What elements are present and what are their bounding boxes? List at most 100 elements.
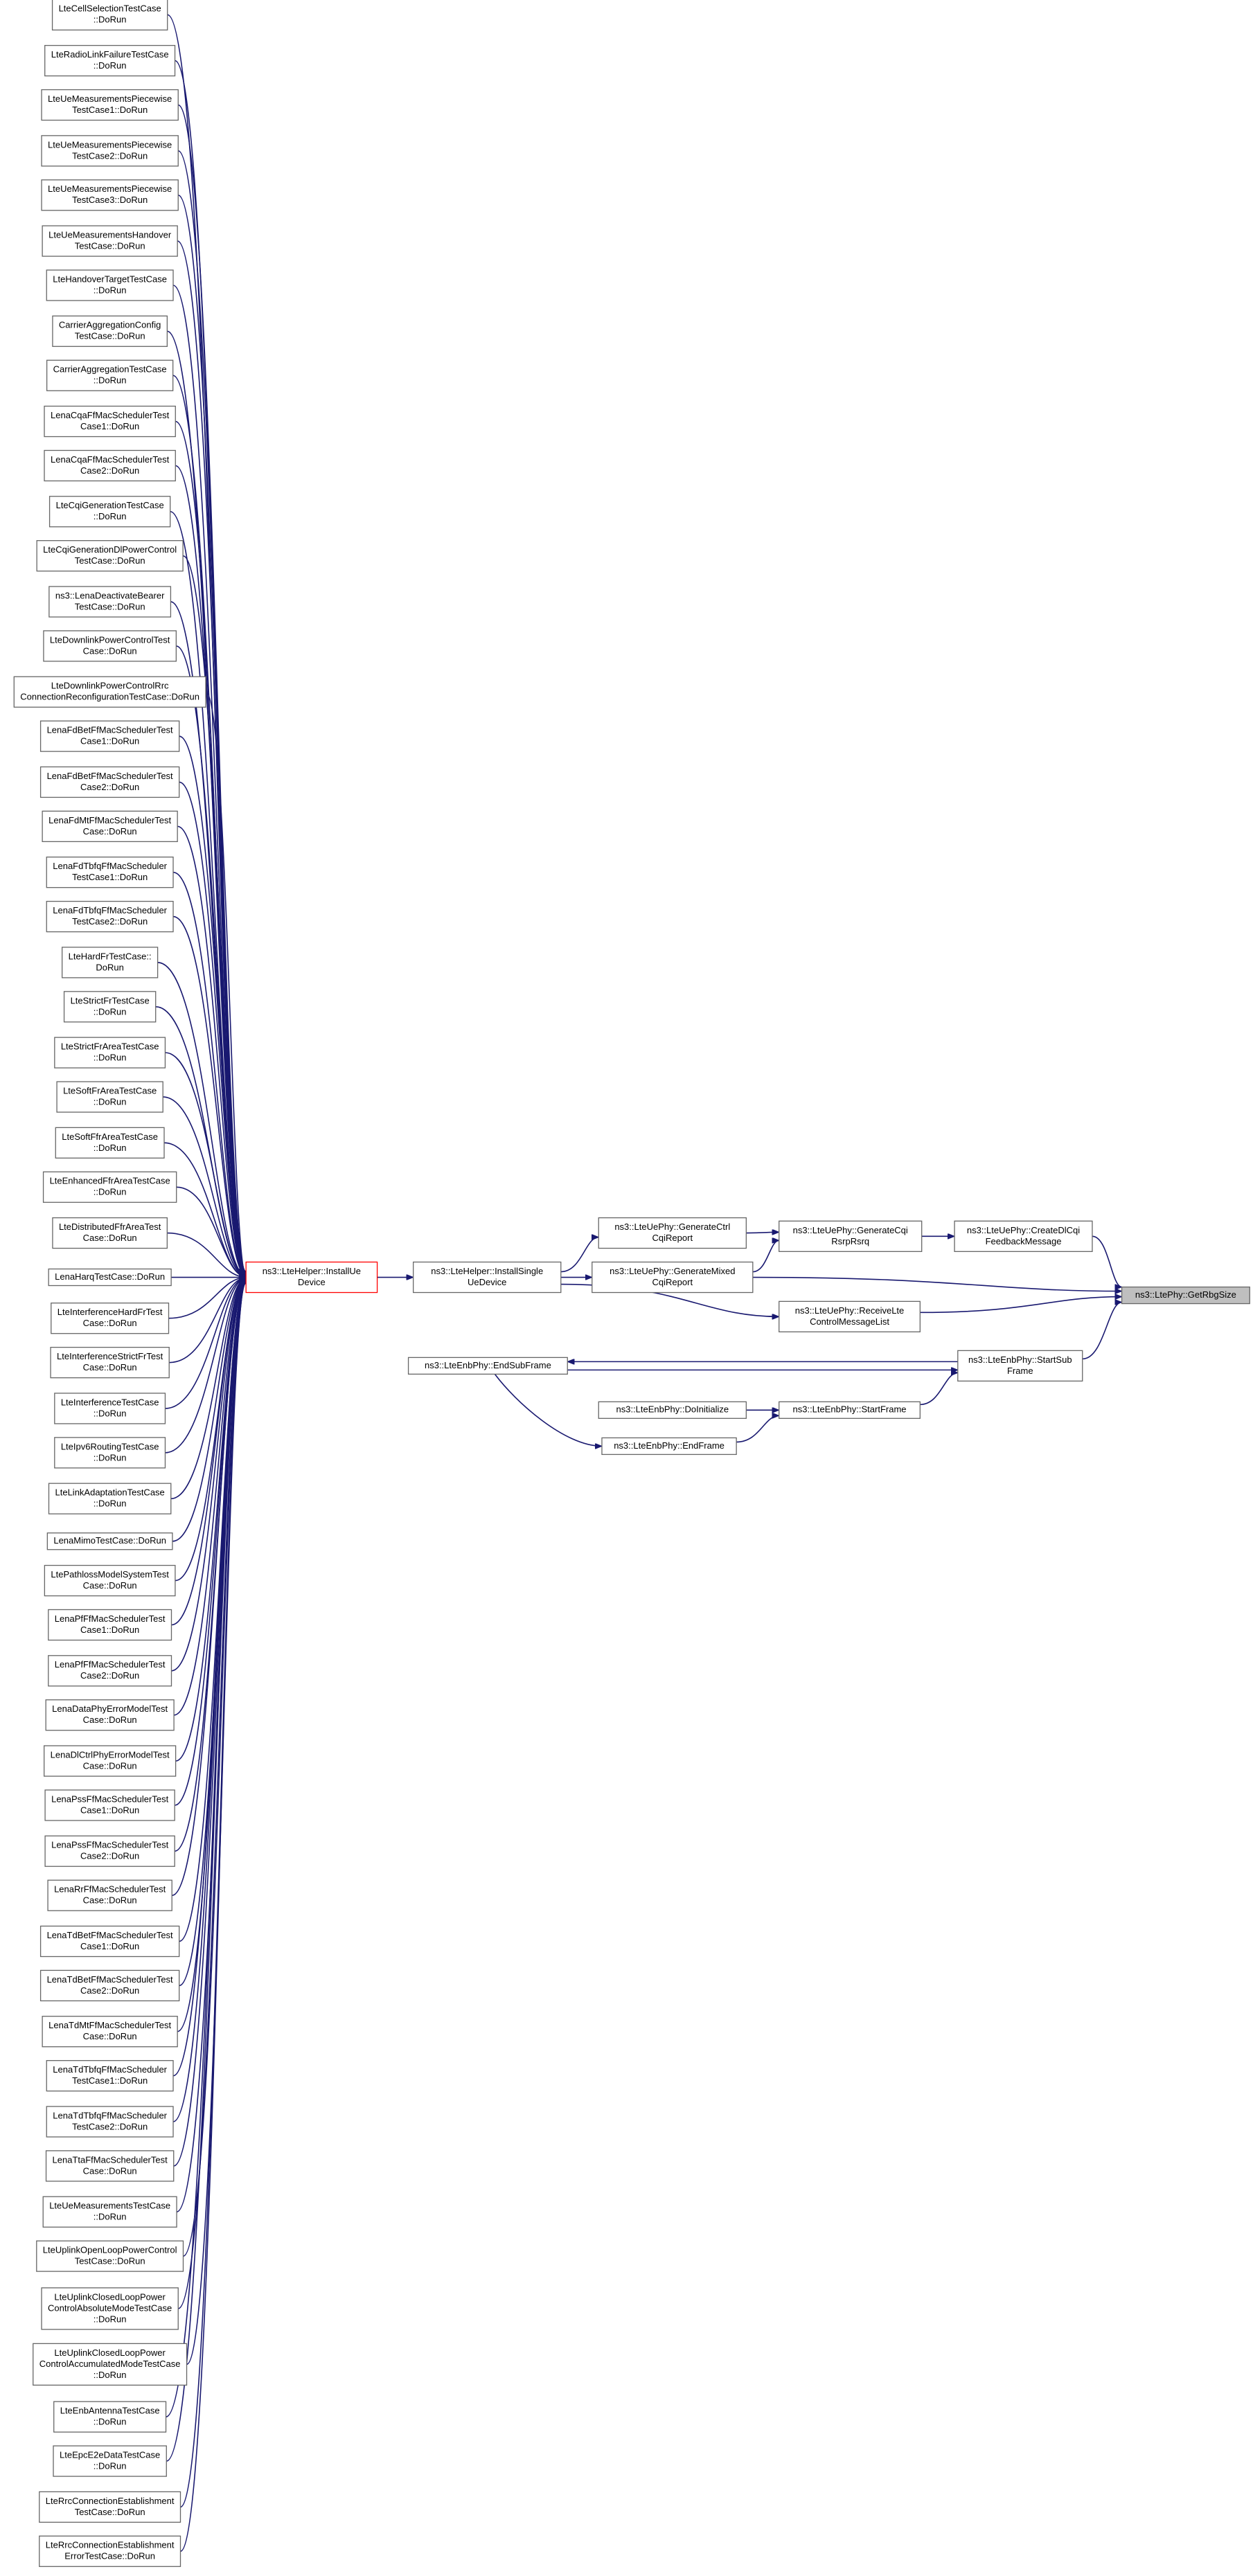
node[interactable]: LteCqiGenerationDlPowerControlTestCase::… <box>36 540 184 572</box>
node-label: LteInterferenceStrictFrTest <box>57 1351 163 1361</box>
node[interactable]: LteIpv6RoutingTestCase::DoRun <box>54 1437 166 1469</box>
node-box <box>46 900 174 933</box>
node[interactable]: LteInterferenceTestCase::DoRun <box>54 1393 166 1424</box>
node[interactable]: LteUeMeasurementsPiecewiseTestCase3::DoR… <box>41 179 179 211</box>
edge <box>170 1278 247 1499</box>
node[interactable]: LteRrcConnectionEstablishmentTestCase::D… <box>39 2491 181 2523</box>
node-label: ::DoRun <box>94 1096 127 1107</box>
node[interactable]: ns3::LteEnbPhy::DoInitialize <box>598 1401 747 1419</box>
node[interactable]: LteUeMeasurementsPiecewiseTestCase1::DoR… <box>41 89 179 121</box>
node[interactable]: LteCqiGenerationTestCase::DoRun <box>48 496 171 528</box>
node[interactable]: ns3::LteEnbPhy::EndSubFrame <box>407 1357 568 1375</box>
node-label: TestCase2::DoRun <box>72 150 148 161</box>
node-label: Case2::DoRun <box>80 1670 139 1681</box>
edge <box>179 781 247 1275</box>
node[interactable]: LteStrictFrAreaTestCase::DoRun <box>54 1037 166 1068</box>
node-box <box>53 2401 167 2433</box>
node[interactable]: LteStrictFrTestCase::DoRun <box>63 991 157 1023</box>
node[interactable]: LteHandoverTargetTestCase::DoRun <box>46 269 174 301</box>
node[interactable]: LteEnhancedFfrAreaTestCase::DoRun <box>42 1171 177 1203</box>
node[interactable]: LteUplinkOpenLoopPowerControlTestCase::D… <box>36 2240 184 2272</box>
node-label: LteUeMeasurementsHandover <box>48 230 172 240</box>
node[interactable]: LteUplinkClosedLoopPowerControlAccumulat… <box>33 2343 188 2386</box>
node-label: Case::DoRun <box>83 1580 137 1591</box>
node[interactable]: LteCellSelectionTestCase::DoRun <box>51 0 168 30</box>
node[interactable]: LteSoftFfrAreaTestCase::DoRun <box>55 1127 165 1159</box>
node[interactable]: LteUplinkClosedLoopPowerControlAbsoluteM… <box>41 2287 179 2330</box>
node-label: ::DoRun <box>94 1408 127 1418</box>
node-label: Device <box>298 1277 326 1287</box>
edge <box>165 1278 247 1454</box>
node-label: LtePathlossModelSystemTest <box>51 1569 169 1580</box>
node[interactable]: LteRrcConnectionEstablishmentErrorTestCa… <box>39 2535 181 2567</box>
node[interactable]: LenaHarqTestCase::DoRun <box>48 1268 172 1287</box>
node-label: LteDownlinkPowerControlRrc <box>51 681 169 691</box>
node[interactable]: LteUeMeasurementsTestCase::DoRun <box>42 2196 177 2228</box>
node-box <box>55 1127 165 1159</box>
node[interactable]: CarrierAggregationTestCase::DoRun <box>46 359 174 391</box>
node-label: LenaTdBetFfMacSchedulerTest <box>47 1930 173 1940</box>
node-label: LteCqiGenerationDlPowerControl <box>43 544 177 555</box>
node[interactable]: ns3::LteUePhy::ReceiveLteControlMessageL… <box>779 1300 921 1332</box>
node[interactable]: LteUeMeasurementsPiecewiseTestCase2::DoR… <box>41 135 179 167</box>
node-box <box>39 2535 181 2567</box>
node-box <box>45 2150 175 2182</box>
node[interactable]: LteEpcE2eDataTestCase::DoRun <box>53 2445 167 2477</box>
node[interactable]: ns3::LteEnbPhy::StartFrame <box>779 1401 921 1419</box>
edge <box>168 1278 247 1319</box>
node-box <box>39 766 180 798</box>
node[interactable]: LteHardFrTestCase::DoRun <box>62 947 159 978</box>
node[interactable]: LteRadioLinkFailureTestCase::DoRun <box>44 44 176 77</box>
node-label: TestCase::DoRun <box>75 555 145 566</box>
node[interactable]: ns3::LteEnbPhy::EndFrame <box>601 1437 737 1456</box>
node-label: Case::DoRun <box>83 826 137 837</box>
node[interactable]: LteDownlinkPowerControlRrcConnectionReco… <box>13 676 206 708</box>
node[interactable]: LteLinkAdaptationTestCase::DoRun <box>48 1483 172 1514</box>
node-label: LenaDlCtrlPhyErrorModelTest <box>51 1749 170 1760</box>
node-label: Case2::DoRun <box>80 1985 139 1996</box>
node[interactable]: ns3::LteUePhy::CreateDlCqiFeedbackMessag… <box>954 1220 1093 1252</box>
node[interactable]: LteEnbAntennaTestCase::DoRun <box>53 2401 167 2433</box>
edge <box>169 1278 247 1363</box>
node[interactable]: ns3::LtePhy::GetRbgSize <box>1121 1286 1250 1305</box>
node[interactable]: LteSoftFrAreaTestCase::DoRun <box>56 1081 163 1113</box>
node-label: LenaDataPhyErrorModelTest <box>52 1703 168 1714</box>
node-label: ::DoRun <box>94 60 127 71</box>
node-label: Case2::DoRun <box>80 465 139 476</box>
node[interactable]: LenaMimoTestCase::DoRun <box>46 1532 173 1550</box>
